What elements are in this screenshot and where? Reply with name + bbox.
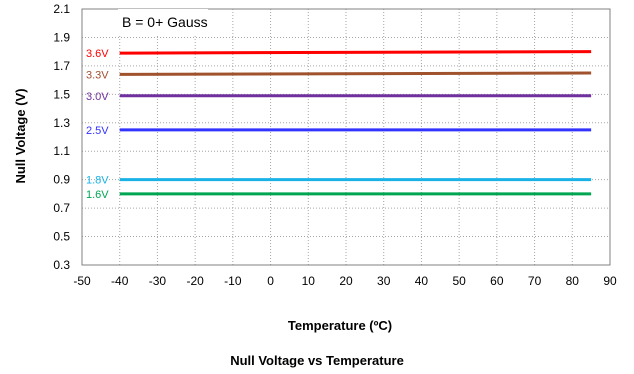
y-tick-label: 0.7 — [53, 201, 70, 215]
series-label-1-6v: 1.6V — [86, 189, 109, 201]
x-tick-label: 50 — [452, 274, 466, 288]
annotation-text: B = 0+ Gauss — [122, 14, 208, 30]
series-lines — [119, 50, 592, 196]
y-tick-label: 0.3 — [53, 258, 70, 272]
x-tick-label: 20 — [339, 274, 353, 288]
y-tick-labels: 0.3 0.5 0.7 0.9 1.1 1.3 1.5 1.7 1.9 2.1 — [53, 2, 70, 272]
y-tick-label: 0.9 — [53, 173, 70, 187]
y-tick-label: 2.1 — [53, 2, 70, 16]
series-line-3-6v — [119, 50, 592, 55]
y-tick-label: 1.1 — [53, 144, 70, 158]
y-tick-label: 0.5 — [53, 230, 70, 244]
x-tick-label: -30 — [149, 274, 167, 288]
x-tick-label: -10 — [224, 274, 242, 288]
series-label-3-6v: 3.6V — [86, 48, 109, 60]
grid — [81, 8, 611, 266]
x-tick-label: 40 — [415, 274, 429, 288]
y-tick-label: 1.7 — [53, 59, 70, 73]
series-label-1-8v: 1.8V — [86, 175, 109, 187]
series-line-3-3v — [119, 71, 592, 76]
y-tick-label: 1.9 — [53, 30, 70, 44]
x-tick-label: -20 — [186, 274, 204, 288]
x-tick-labels: -50 -40 -30 -20 -10 0 10 20 30 40 50 60 70 80 90 — [73, 274, 617, 288]
x-tick-label: -40 — [111, 274, 129, 288]
x-tick-label: 0 — [267, 274, 274, 288]
chart-title: Null Voltage vs Temperature — [230, 353, 404, 368]
x-tick-label: 70 — [528, 274, 542, 288]
x-tick-label: -50 — [73, 274, 91, 288]
series-label-3-3v: 3.3V — [86, 69, 109, 81]
y-tick-label: 1.5 — [53, 87, 70, 101]
series-labels: 3.6V 3.3V 3.0V 2.5V 1.8V 1.6V — [86, 48, 109, 201]
plot-area — [81, 8, 611, 266]
x-tick-label: 80 — [566, 274, 580, 288]
y-axis-title: Null Voltage (V) — [13, 88, 28, 183]
x-axis-title: Temperature (ºC) — [288, 318, 392, 333]
series-label-3-0v: 3.0V — [86, 91, 109, 103]
series-label-2-5v: 2.5V — [86, 125, 109, 137]
x-tick-label: 10 — [302, 274, 316, 288]
x-tick-label: 30 — [377, 274, 391, 288]
x-tick-label: 60 — [490, 274, 504, 288]
annotation-box — [118, 9, 208, 34]
x-tick-label: 90 — [603, 274, 617, 288]
y-tick-label: 1.3 — [53, 116, 70, 130]
